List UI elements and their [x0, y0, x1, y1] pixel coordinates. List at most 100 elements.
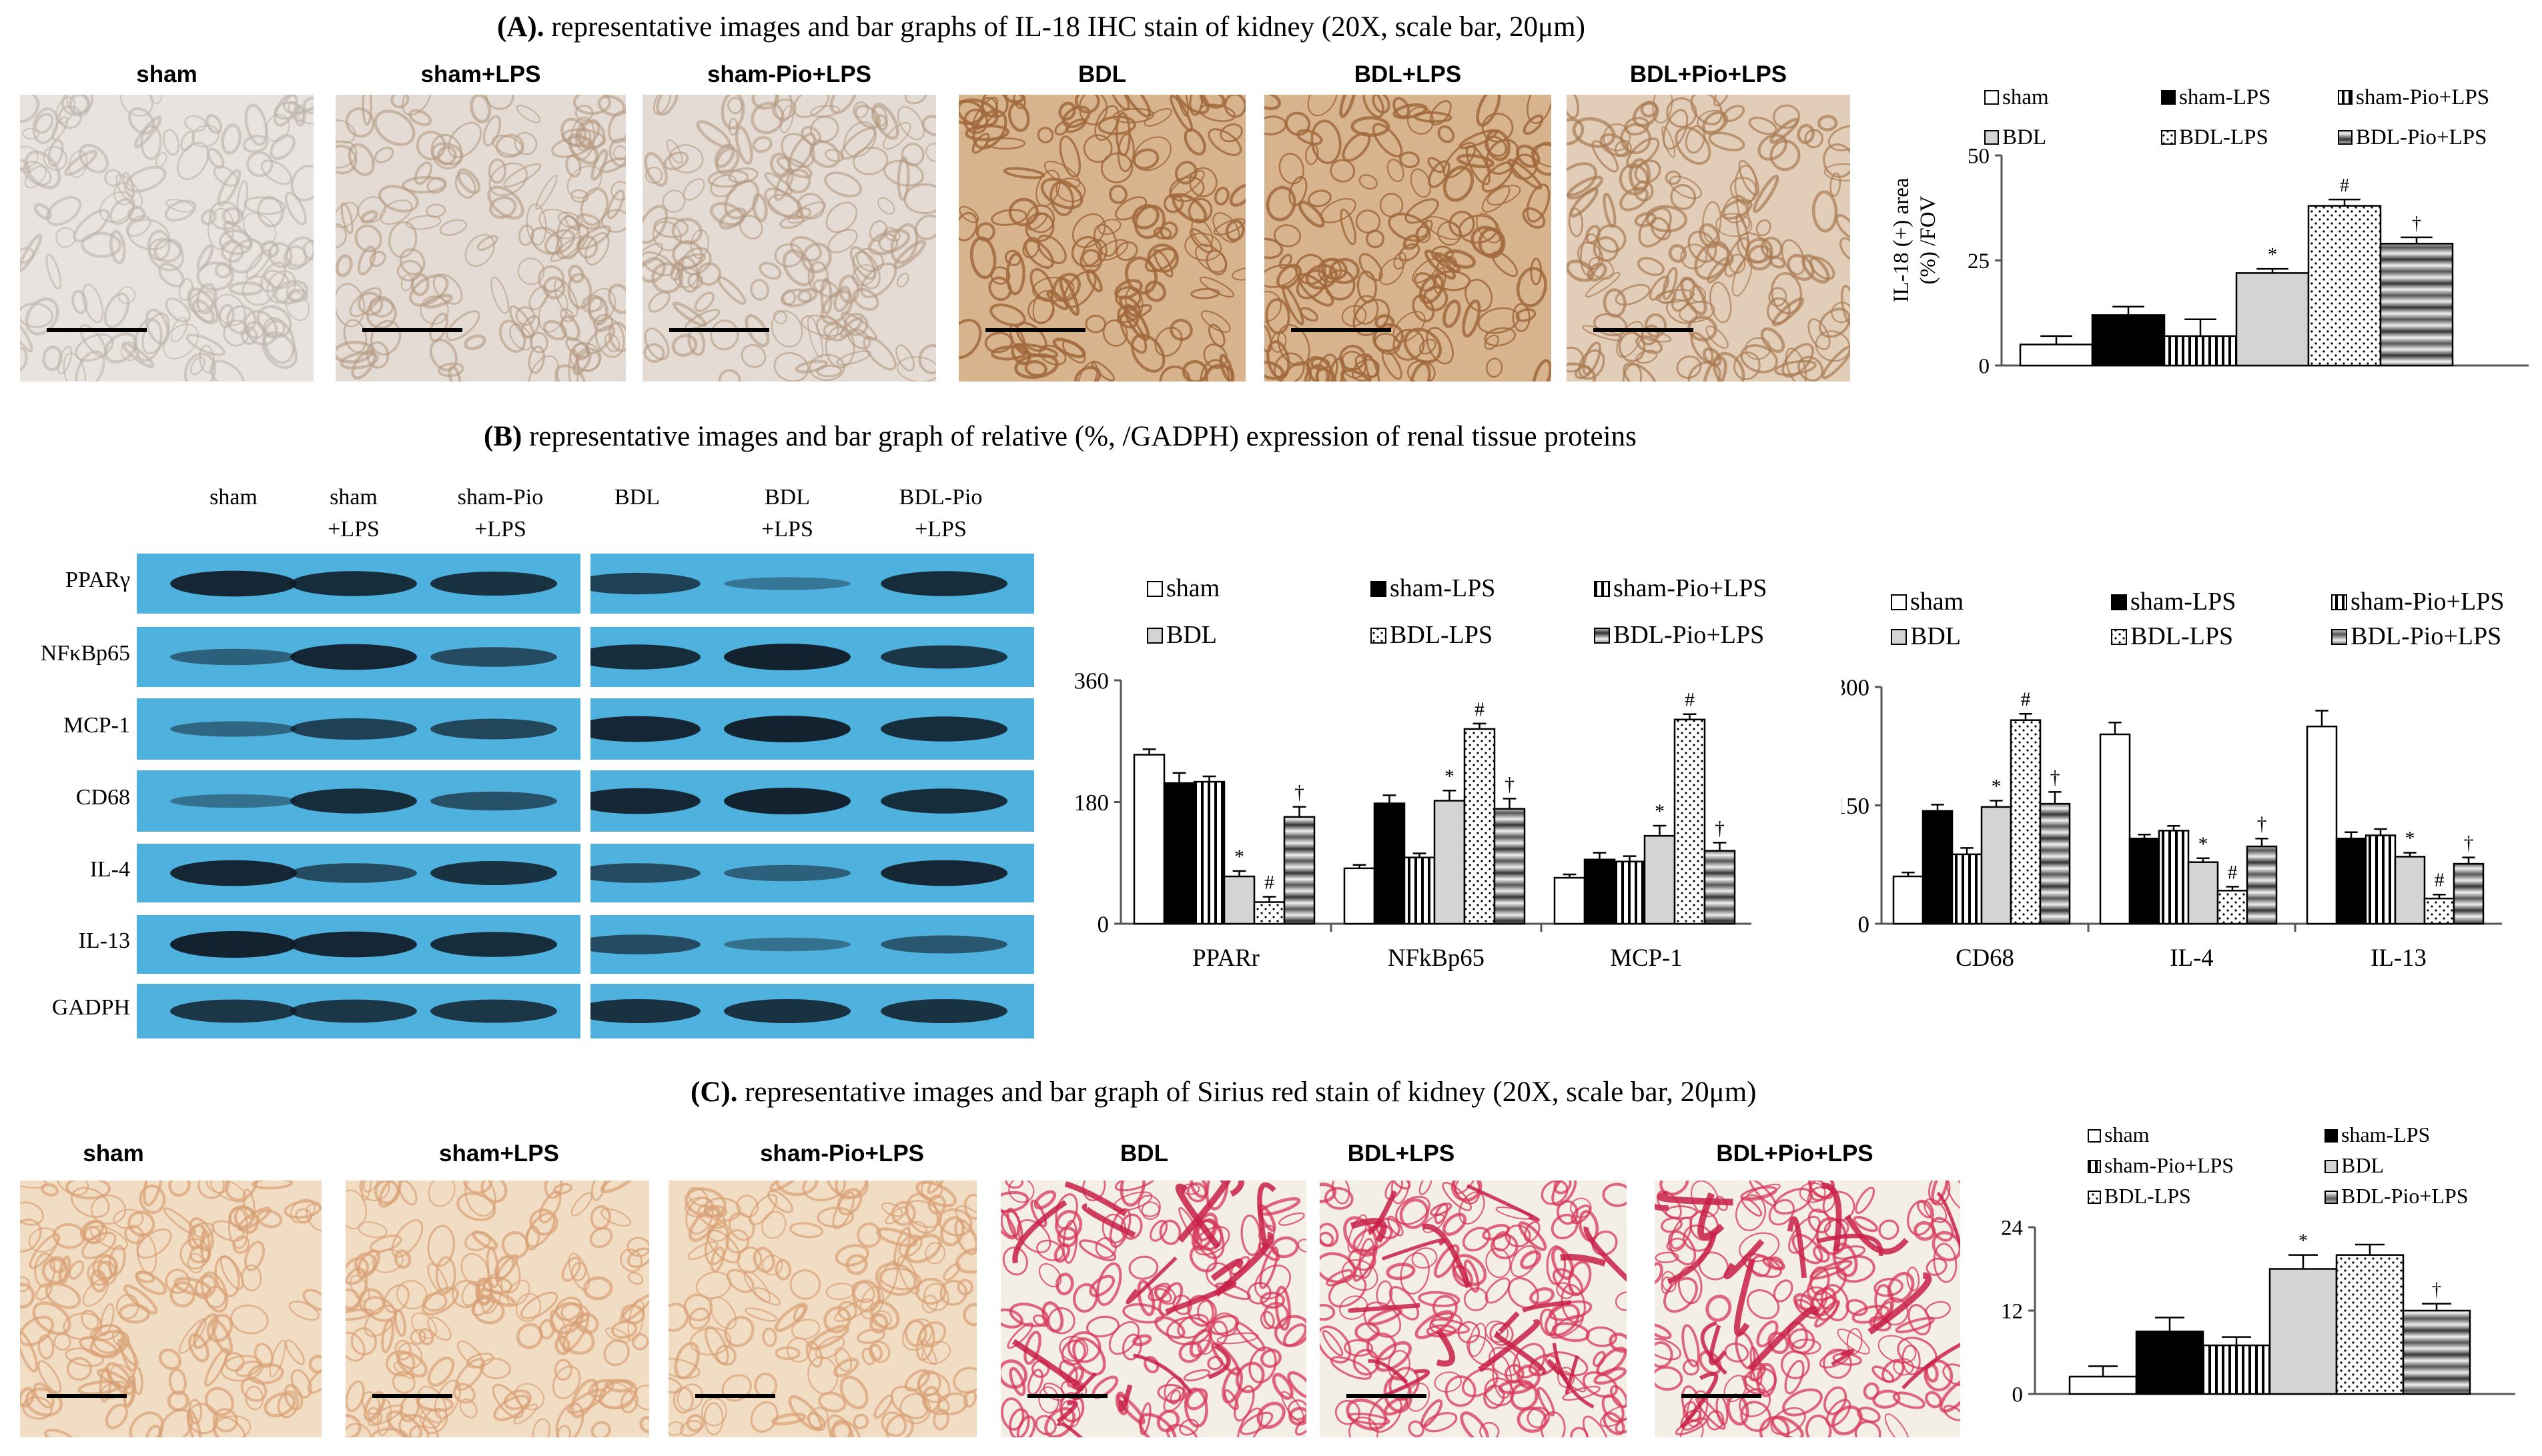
significance-mark: †	[1715, 817, 1725, 839]
blot-strip	[137, 844, 580, 902]
legend-swatch	[2324, 1129, 2338, 1143]
significance-mark: †	[2464, 832, 2474, 854]
y-tick-label: 180	[1074, 790, 1110, 816]
legend-swatch	[2161, 90, 2176, 105]
ihc-image-1	[336, 95, 626, 382]
legend-swatch	[2324, 1191, 2338, 1204]
legend-swatch	[1594, 581, 1610, 597]
lane-header: BDL	[564, 482, 711, 514]
bar-sham	[2306, 725, 2338, 925]
blot-row-label: IL-13	[78, 928, 130, 953]
blot-strip	[137, 627, 580, 687]
significance-mark: #	[1474, 698, 1485, 720]
significance-mark: *	[2268, 245, 2277, 265]
bar-sham-lps	[2135, 1331, 2204, 1395]
chart-b2-cd68-il4-il13: sham sham-LPS sham-Pio+LPS BDL BDL-LPS BDL-Pi…	[1841, 588, 2504, 971]
bar-sham-lps	[2091, 314, 2166, 367]
legend-swatch	[1370, 581, 1386, 597]
chart-b1-ppar-nfkb-mcp1: sham sham-LPS sham-Pio+LPS BDL BDL-LPS BDL-Pi…	[1074, 574, 1767, 971]
significance-mark: *	[1655, 800, 1665, 822]
chart-a-il18: sham sham-LPS sham-Pio+LPS BDL BDL-LPS BDL-Pi…	[1889, 85, 2529, 379]
legend-swatch	[1984, 90, 1999, 105]
image-label: BDL+LPS	[1354, 61, 1462, 87]
blot-strip	[590, 698, 1034, 760]
legend-label: BDL-Pio+LPS	[2356, 125, 2487, 149]
lane-header-line1: BDL	[614, 485, 660, 510]
lane-header: BDL-Pio +LPS	[867, 482, 1014, 546]
significance-mark: *	[2405, 828, 2415, 850]
lane-header: sham-Pio +LPS	[427, 482, 574, 546]
bar-bdl-pio-lps	[2402, 1309, 2471, 1395]
legend-label: sham-Pio+LPS	[2356, 85, 2489, 109]
category-label: PPARr	[1192, 944, 1260, 971]
bar-bdl-lps	[2216, 890, 2248, 925]
legend-swatch	[2088, 1160, 2101, 1173]
legend-label: sham-LPS	[1390, 574, 1495, 602]
scale-bar	[1681, 1394, 1761, 1398]
y-tick-label: 360	[1074, 668, 1110, 694]
legend-label: BDL-Pio+LPS	[1613, 621, 1764, 649]
y-tick-label: 300	[1841, 674, 1869, 700]
bar-sham-pio-lps	[2158, 830, 2190, 925]
significance-mark: †	[2432, 1280, 2441, 1301]
sirius-image-0	[20, 1181, 322, 1437]
legend-swatch	[2088, 1191, 2101, 1204]
image-label: BDL+Pio+LPS	[1716, 1141, 1873, 1167]
panel-a-title: (A). representative images and bar graph…	[497, 11, 1585, 43]
lane-header-line2: +LPS	[328, 517, 380, 542]
bar-bdl-pio-lps	[1703, 850, 1736, 925]
bar-sham-pio-lps	[1951, 853, 1983, 925]
bar-bdl	[1980, 806, 2012, 925]
legend-swatch	[1594, 628, 1610, 644]
legend-swatch	[2331, 629, 2347, 645]
blot-row-label: NFκBp65	[40, 641, 130, 666]
bar-sham	[1133, 754, 1166, 925]
bar-bdl	[2235, 272, 2310, 367]
legend-label: BDL-Pio+LPS	[2341, 1184, 2469, 1208]
y-tick-label: 25	[1968, 249, 1990, 273]
ihc-image-4	[1264, 95, 1551, 382]
category-label: NFkBp65	[1388, 944, 1485, 971]
panel-c-title: (C). representative images and bar graph…	[691, 1076, 1757, 1108]
category-label: IL-4	[2170, 944, 2213, 971]
blot-strip	[590, 844, 1034, 902]
ihc-image-3	[959, 95, 1246, 382]
significance-mark: †	[2257, 813, 2267, 835]
legend-label: sham-LPS	[2341, 1123, 2430, 1147]
legend-swatch	[2111, 594, 2127, 610]
significance-mark: #	[1685, 689, 1695, 711]
scale-bar	[1027, 1394, 1108, 1398]
bar-sham-lps	[1922, 810, 1954, 925]
significance-mark: #	[2021, 688, 2031, 710]
legend-swatch	[2111, 629, 2127, 645]
panel-b-title: (B) representative images and bar graph …	[484, 421, 1637, 452]
significance-mark: *	[1444, 765, 1454, 787]
bar-sham	[2068, 1375, 2138, 1395]
y-tick-label: 0	[1858, 911, 1870, 937]
lane-header-line1: BDL-Pio	[899, 485, 983, 510]
bar-sham	[2019, 343, 2094, 367]
bar-sham	[2099, 733, 2131, 925]
bar-bdl-lps	[2423, 897, 2455, 925]
lane-header-line2: +LPS	[474, 517, 526, 542]
significance-mark: *	[2198, 833, 2208, 855]
legend-label: sham-LPS	[2130, 588, 2236, 616]
bar-sham-lps	[2335, 837, 2367, 925]
bar-sham-pio-lps	[1403, 856, 1436, 925]
ihc-image-0	[20, 95, 314, 382]
bar-bdl-lps	[1673, 718, 1706, 925]
bar-sham	[1553, 876, 1586, 925]
image-label: sham+LPS	[420, 61, 541, 87]
bar-sham-pio-lps	[1193, 780, 1226, 925]
blot-strip	[590, 627, 1034, 687]
legend-label: BDL	[2002, 125, 2046, 149]
lane-header-line1: sham	[330, 485, 378, 510]
category-label: CD68	[1956, 944, 2014, 971]
legend-swatch	[1891, 629, 1907, 645]
bar-bdl-pio-lps	[1493, 808, 1526, 925]
legend-label: BDL-LPS	[2130, 622, 2233, 650]
bar-bdl-lps	[1253, 901, 1286, 925]
blot-row-label: GADPH	[51, 995, 130, 1020]
image-label: BDL+Pio+LPS	[1629, 61, 1787, 87]
blot-strip	[590, 915, 1034, 974]
